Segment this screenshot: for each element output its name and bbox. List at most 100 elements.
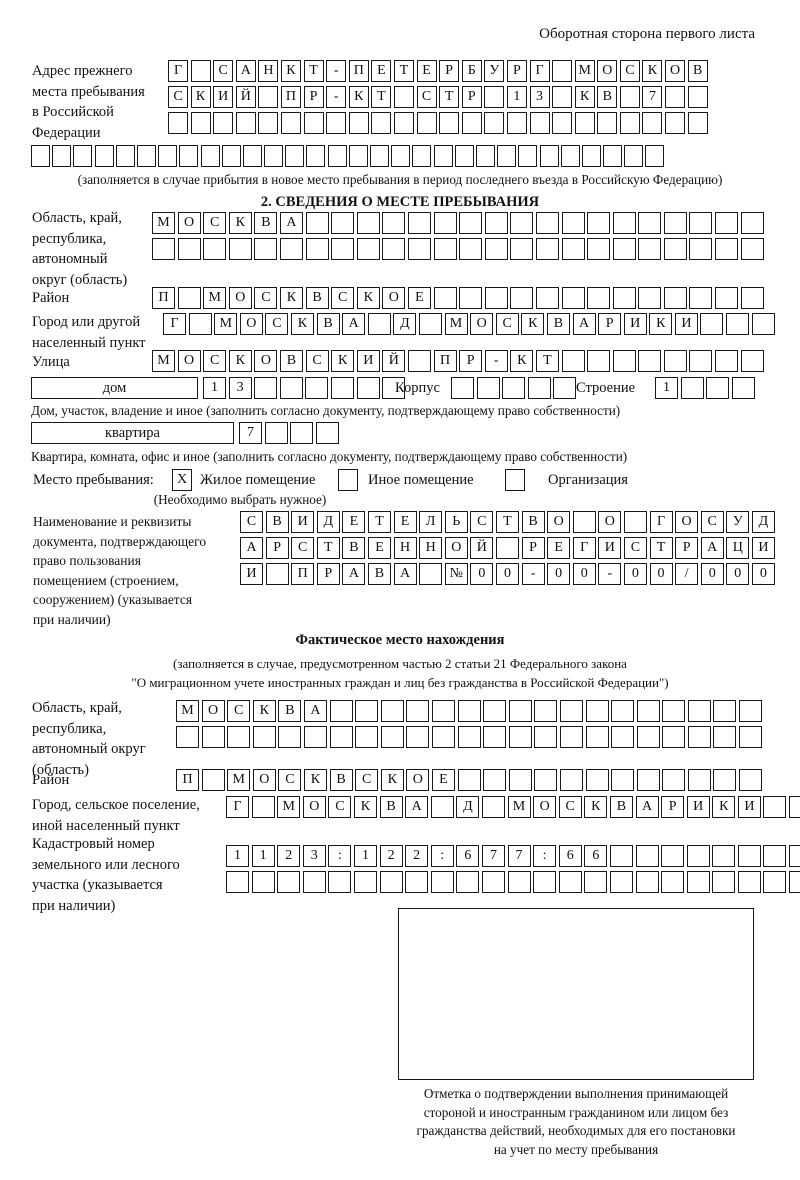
char-cell[interactable] (484, 212, 508, 234)
char-cell[interactable] (609, 871, 633, 893)
char-cell[interactable] (457, 769, 481, 791)
char-cell[interactable]: Г (529, 60, 550, 82)
char-cell[interactable] (740, 238, 764, 260)
char-cell[interactable] (356, 377, 380, 399)
char-cell[interactable] (461, 112, 482, 134)
char-cell[interactable] (587, 238, 611, 260)
char-cell[interactable] (661, 845, 685, 867)
char-cell[interactable] (712, 871, 736, 893)
char-cell[interactable]: П (433, 350, 457, 372)
char-cell[interactable] (484, 112, 505, 134)
char-cell[interactable] (611, 769, 635, 791)
char-cell[interactable]: М (277, 796, 301, 818)
char-cell[interactable] (527, 377, 551, 399)
char-cell[interactable]: - (326, 86, 347, 108)
char-cell[interactable] (560, 145, 580, 167)
char-cell[interactable]: К (584, 796, 608, 818)
char-cell[interactable] (348, 145, 368, 167)
char-cell[interactable] (661, 871, 685, 893)
char-cell[interactable]: Р (675, 537, 699, 559)
char-cell[interactable] (712, 845, 736, 867)
confirmation-stamp-area[interactable] (398, 908, 754, 1080)
char-cell[interactable]: Й (470, 537, 494, 559)
char-cell[interactable]: 2 (277, 845, 301, 867)
char-cell[interactable] (451, 377, 474, 399)
char-cell[interactable] (303, 112, 324, 134)
char-cell[interactable] (713, 700, 737, 722)
char-cell[interactable] (416, 112, 437, 134)
char-cell[interactable]: П (152, 287, 175, 309)
char-cell[interactable] (481, 796, 505, 818)
char-cell[interactable]: М (176, 700, 199, 722)
char-cell[interactable] (278, 726, 302, 748)
char-cell[interactable]: Р (316, 563, 340, 585)
char-cell[interactable]: С (328, 796, 352, 818)
char-cell[interactable]: А (635, 796, 659, 818)
char-cell[interactable] (419, 563, 443, 585)
char-cell[interactable]: Д (316, 511, 340, 533)
char-cell[interactable]: С (416, 86, 437, 108)
char-cell[interactable]: К (510, 350, 534, 372)
char-cell[interactable]: Ц (726, 537, 750, 559)
char-cell[interactable] (552, 86, 573, 108)
char-cell[interactable]: Р (461, 86, 482, 108)
char-cell[interactable] (329, 700, 353, 722)
char-cell[interactable] (510, 212, 534, 234)
char-cell[interactable] (94, 145, 114, 167)
char-cell[interactable]: № (444, 563, 468, 585)
char-cell[interactable]: С (558, 796, 582, 818)
char-cell[interactable]: К (280, 60, 301, 82)
char-cell[interactable]: В (316, 313, 340, 335)
char-cell[interactable]: С (265, 313, 289, 335)
char-cell[interactable]: О (547, 511, 571, 533)
char-cell[interactable]: В (367, 563, 391, 585)
char-cell[interactable]: А (240, 537, 263, 559)
char-cell[interactable] (258, 112, 279, 134)
char-cell[interactable]: И (751, 537, 775, 559)
char-cell[interactable]: 1 (655, 377, 678, 399)
char-cell[interactable]: 1 (353, 845, 377, 867)
char-cell[interactable] (581, 145, 601, 167)
char-cell[interactable] (391, 145, 411, 167)
char-cell[interactable]: 3 (302, 845, 326, 867)
char-cell[interactable]: Р (459, 350, 483, 372)
char-cell[interactable] (553, 377, 577, 399)
char-cell[interactable] (789, 845, 800, 867)
char-cell[interactable] (663, 350, 687, 372)
char-cell[interactable] (687, 769, 711, 791)
char-cell[interactable]: П (280, 86, 301, 108)
char-cell[interactable] (561, 287, 585, 309)
char-cell[interactable]: К (290, 313, 314, 335)
char-cell[interactable] (254, 377, 278, 399)
char-cell[interactable] (484, 238, 508, 260)
char-cell[interactable] (158, 145, 178, 167)
char-cell[interactable]: Г (226, 796, 249, 818)
char-cell[interactable] (715, 212, 739, 234)
char-cell[interactable]: К (356, 287, 380, 309)
char-cell[interactable] (188, 313, 212, 335)
char-cell[interactable] (177, 287, 201, 309)
char-cell[interactable] (535, 212, 559, 234)
char-cell[interactable] (739, 769, 763, 791)
char-cell[interactable] (663, 212, 687, 234)
char-cell[interactable] (597, 112, 618, 134)
char-cell[interactable]: И (737, 796, 761, 818)
char-cell[interactable] (265, 563, 289, 585)
char-cell[interactable] (251, 871, 275, 893)
char-cell[interactable]: В (305, 287, 329, 309)
char-cell[interactable] (379, 871, 403, 893)
char-cell[interactable]: М (227, 769, 251, 791)
char-cell[interactable]: И (291, 511, 315, 533)
char-cell[interactable] (612, 212, 636, 234)
char-cell[interactable]: В (329, 769, 353, 791)
char-cell[interactable]: К (521, 313, 545, 335)
char-cell[interactable] (393, 86, 414, 108)
char-cell[interactable] (713, 726, 737, 748)
char-cell[interactable] (715, 238, 739, 260)
char-cell[interactable] (459, 287, 483, 309)
char-cell[interactable]: 7 (239, 422, 262, 444)
char-cell[interactable]: : (328, 845, 352, 867)
char-cell[interactable]: О (201, 700, 225, 722)
char-cell[interactable]: М (444, 313, 468, 335)
